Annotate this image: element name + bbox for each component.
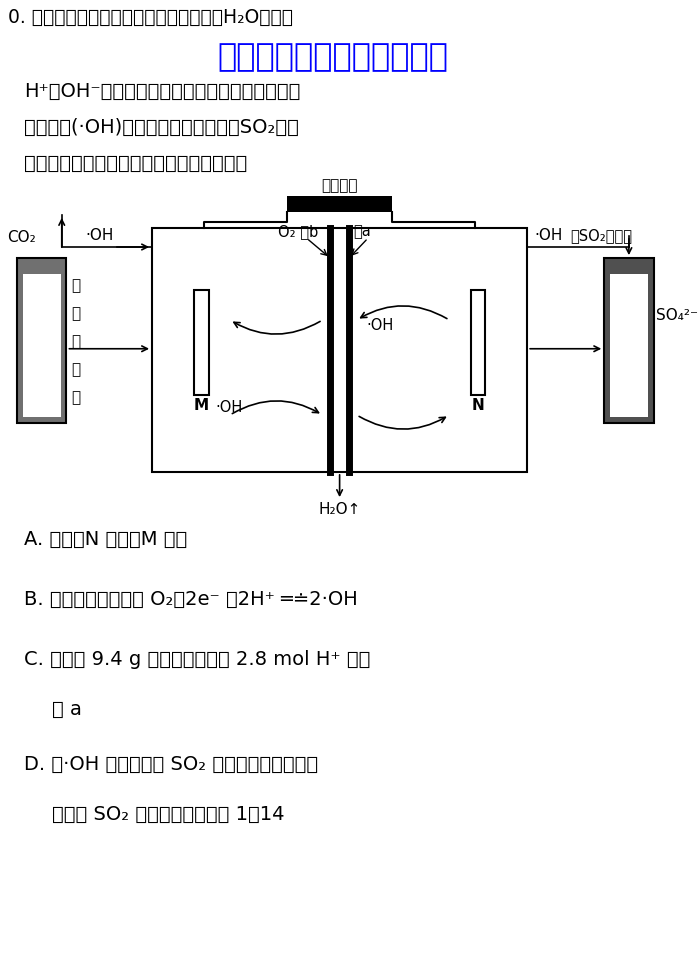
Text: 苯酚和 SO₂ 的物质的量之比为 1：14: 苯酚和 SO₂ 的物质的量之比为 1：14 [52,805,285,824]
Text: SO₄²⁻: SO₄²⁻ [657,308,699,323]
Text: ·OH: ·OH [534,228,562,243]
Text: ·OH: ·OH [216,400,243,415]
Text: 废: 废 [71,362,80,377]
Text: 膜a: 膜a [353,224,371,239]
Text: 含SO₂的烟气: 含SO₂的烟气 [570,228,632,243]
Text: CO₂: CO₂ [8,230,36,245]
Text: 水: 水 [71,390,80,405]
Text: 酚: 酚 [71,334,80,349]
Bar [23,274,61,417]
Bar [470,290,485,395]
Text: A. 电势：N 电极＞M 电极: A. 电势：N 电极＞M 电极 [24,530,187,549]
Text: H⁺和OH⁻，利用双极膜电解池产生强氧化性的羟: H⁺和OH⁻，利用双极膜电解池产生强氧化性的羟 [24,82,300,101]
Bar [604,258,654,423]
Text: C. 每处理 9.4 g 苯酚，理论上有 2.8 mol H⁺ 透过: C. 每处理 9.4 g 苯酚，理论上有 2.8 mol H⁺ 透过 [24,650,370,669]
Text: ·OH: ·OH [85,228,114,243]
Text: 微信公众号关注：趣找答案: 微信公众号关注：趣找答案 [217,42,448,73]
Text: B. 阴极电极反应式为 O₂＋2e⁻ ＋2H⁺ ═≐2·OH: B. 阴极电极反应式为 O₂＋2e⁻ ＋2H⁺ ═≐2·OH [24,590,358,609]
Text: 膜 a: 膜 a [52,700,82,719]
Text: D. 若·OH 只与苯酚和 SO₂ 反应，则参加反应的: D. 若·OH 只与苯酚和 SO₂ 反应，则参加反应的 [24,755,318,774]
Bar [195,290,209,395]
Text: 气的工作原理如图所示。下列说法错误的是: 气的工作原理如图所示。下列说法错误的是 [24,154,247,173]
Bar [610,274,648,417]
Text: H₂O↑: H₂O↑ [318,502,360,517]
Text: 直流电源: 直流电源 [321,178,358,193]
Bar [288,196,392,212]
Text: 基自由基(·OH)，处理含苯酚废水和含SO₂的烟: 基自由基(·OH)，处理含苯酚废水和含SO₂的烟 [24,118,299,137]
Text: N: N [472,398,484,413]
Text: 含: 含 [71,278,80,293]
Bar [17,258,66,423]
Text: M: M [194,398,209,413]
Bar [152,228,527,472]
Text: ·OH: ·OH [366,318,393,333]
Text: 苯: 苯 [71,306,80,321]
Text: O₂ 膜b: O₂ 膜b [278,224,318,239]
Text: 0. 在直流电源作用下，双极膜中间层中的H₂O解离为: 0. 在直流电源作用下，双极膜中间层中的H₂O解离为 [8,8,293,27]
